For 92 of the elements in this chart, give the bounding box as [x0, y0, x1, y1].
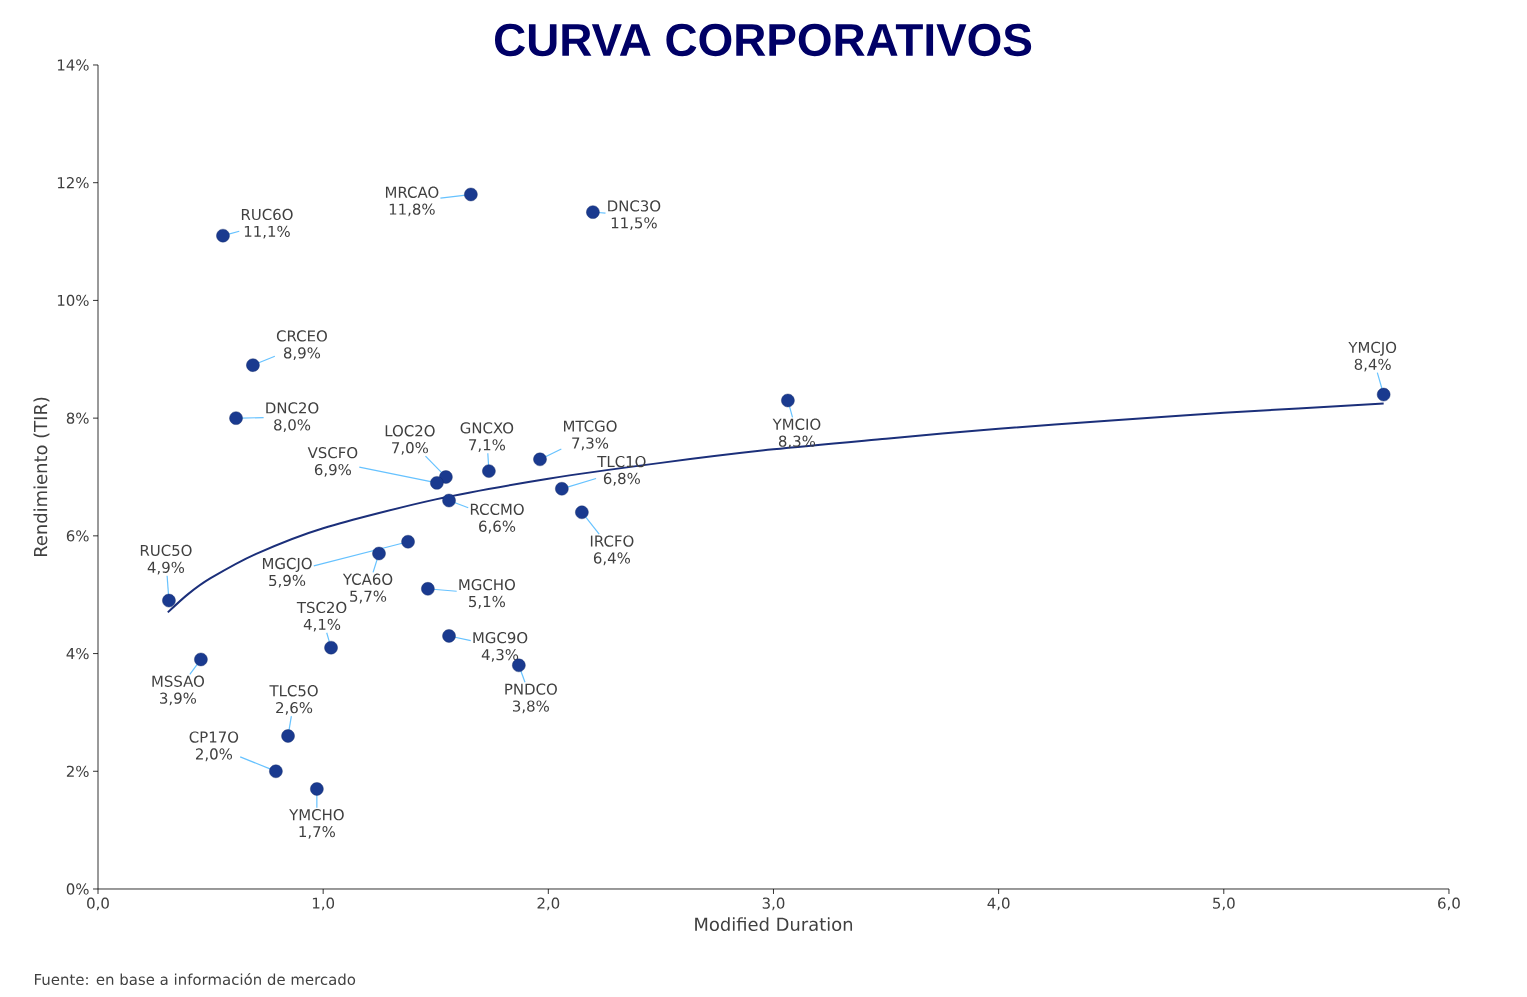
data-label: 4,3% — [481, 648, 519, 662]
annotation: RUC5O — [140, 544, 192, 557]
point — [281, 729, 295, 743]
annotation: MGCHO — [459, 578, 515, 591]
data-label: 6,6% — [479, 520, 516, 534]
point — [464, 187, 478, 202]
data-label: 11,8% — [389, 203, 435, 217]
annotation: DNC3O — [608, 200, 661, 212]
y-tick-label: 12% — [57, 177, 89, 189]
point — [430, 476, 444, 490]
y-tick-label: 0% — [66, 883, 89, 895]
source-note: Fuente: en base a información de mercado — [34, 972, 356, 986]
data-label: 8,9% — [283, 347, 321, 361]
data-label: 3,8% — [512, 700, 549, 714]
data-label: 5,9% — [269, 574, 306, 588]
annotation: MTCGO — [564, 420, 617, 432]
data-label: 1,7% — [299, 825, 336, 839]
x-tick-label: 1,0 — [312, 897, 335, 911]
y-axis-title: Rendimiento (TIR) — [33, 397, 50, 557]
annotation: YMCJO — [1348, 341, 1397, 356]
annotation: PNDCO — [505, 683, 557, 695]
x-tick-label: 0,0 — [87, 897, 109, 911]
annotation: TLC1O — [597, 455, 646, 468]
y-tick-label: 10% — [57, 294, 89, 307]
point — [1376, 387, 1391, 402]
annotation: LOC2O — [385, 425, 435, 437]
point — [269, 764, 283, 778]
y-tick-label: 6% — [66, 530, 89, 542]
point — [310, 782, 324, 796]
point — [246, 358, 260, 372]
annotation: TLC5O — [269, 685, 318, 697]
y-tick-label: 2% — [66, 765, 89, 777]
annotation: GNCXO — [460, 422, 514, 434]
x-axis-title: Modified Duration — [695, 917, 853, 932]
point — [781, 393, 795, 408]
point — [229, 411, 243, 425]
annotation: IRCFO — [590, 535, 634, 547]
point — [482, 464, 496, 478]
y-tick-label: 14% — [57, 59, 89, 71]
data-label: 8,0% — [274, 419, 311, 433]
point — [372, 546, 386, 561]
annotation: TSC2O — [296, 601, 347, 614]
annotation: MRCAO — [385, 186, 439, 198]
data-label: 11,5% — [611, 217, 657, 231]
point — [162, 593, 176, 608]
y-tick-label: 4% — [66, 647, 89, 660]
data-label: 3,9% — [160, 692, 197, 706]
chart-title: CURVA CORPORATIVOS — [494, 23, 1032, 57]
x-tick-label: 3,0 — [762, 897, 785, 911]
point — [401, 535, 415, 549]
annotation: VSCFO — [307, 446, 358, 459]
annotation: CP17O — [189, 731, 239, 743]
data-label: 4,9% — [147, 561, 185, 575]
data-label: 2,0% — [195, 748, 233, 762]
point — [586, 205, 600, 219]
data-label: 7,3% — [572, 437, 609, 451]
data-label: 6,9% — [314, 463, 352, 477]
data-label: 7,1% — [469, 439, 506, 452]
annotation: DNC2O — [266, 402, 319, 414]
data-label: 4,1% — [303, 618, 341, 632]
point — [194, 652, 208, 667]
annotation: MGC9O — [473, 632, 528, 644]
x-tick-label: 2,0 — [537, 897, 560, 911]
point — [442, 493, 456, 508]
point — [421, 582, 435, 596]
annotation: RUC6O — [241, 208, 293, 221]
data-label: 6,8% — [603, 472, 640, 486]
point — [324, 641, 338, 655]
annotation: RCCMO — [470, 503, 524, 515]
point — [533, 452, 547, 467]
data-label: 8,3% — [778, 435, 816, 449]
data-label: 7,0% — [392, 442, 429, 455]
point — [216, 228, 230, 243]
point — [555, 482, 569, 496]
data-label: 2,6% — [276, 702, 313, 715]
annotation: YCA6O — [342, 573, 393, 585]
x-tick-label: 5,0 — [1213, 897, 1235, 911]
y-tick-label: 8% — [66, 412, 89, 424]
annotation: CRCEO — [276, 330, 327, 342]
x-tick-label: 6,0 — [1438, 897, 1460, 911]
annotation: YMCHO — [289, 809, 344, 821]
point — [442, 629, 456, 643]
data-label: 8,4% — [1354, 358, 1391, 372]
data-label: 5,1% — [469, 595, 506, 609]
x-tick-label: 4,0 — [987, 897, 1010, 911]
data-label: 5,7% — [350, 590, 387, 604]
annotation: MGCJO — [262, 557, 312, 572]
point — [575, 505, 589, 519]
annotation: MSSAO — [152, 675, 204, 687]
annotation: YMCIO — [772, 418, 821, 430]
data-label: 11,1% — [244, 225, 290, 239]
data-label: 6,4% — [593, 552, 631, 566]
